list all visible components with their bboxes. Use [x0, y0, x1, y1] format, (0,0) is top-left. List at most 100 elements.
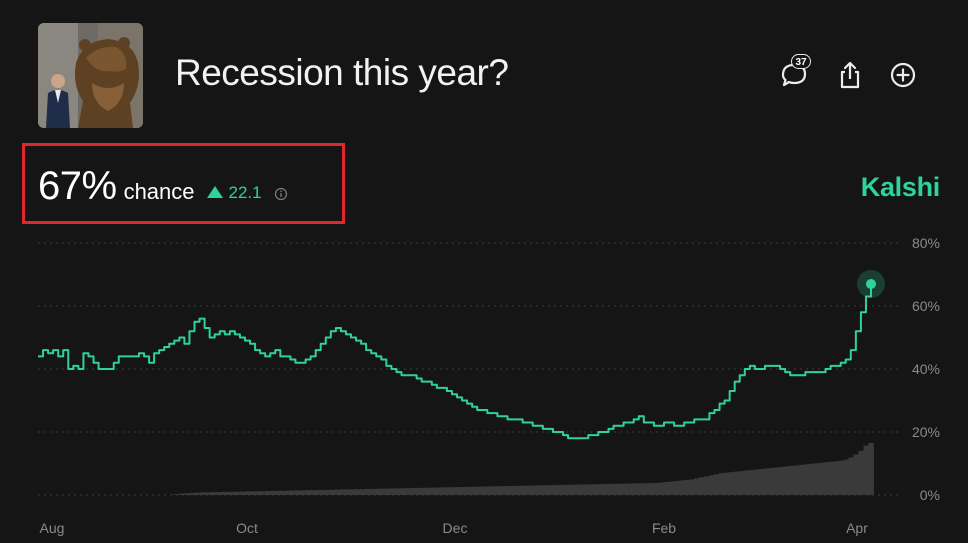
add-button[interactable]: [886, 58, 920, 92]
comments-button[interactable]: 37: [777, 54, 811, 92]
volume-bar: [404, 488, 411, 495]
volume-bar: [713, 474, 720, 495]
probability-line: [38, 283, 872, 440]
volume-bar: [753, 469, 760, 495]
volume-bar: [444, 487, 450, 495]
volume-bar: [808, 463, 815, 495]
probability-summary: 67% chance 22.1: [38, 164, 288, 209]
share-button[interactable]: [833, 58, 867, 92]
volume-bar: [524, 485, 530, 495]
volume-bar: [758, 469, 765, 495]
volume-bar: [454, 487, 460, 495]
volume-bar: [549, 485, 555, 495]
volume-bar: [539, 485, 545, 495]
volume-bar: [240, 491, 246, 495]
volume-bar: [439, 487, 445, 495]
volume-bar: [579, 484, 585, 495]
volume-bar: [668, 481, 675, 495]
y-tick-label: 40%: [912, 361, 940, 377]
volume-bar: [838, 460, 844, 495]
volume-bar: [803, 464, 810, 495]
y-tick-label: 20%: [912, 424, 940, 440]
x-tick-label: Apr: [846, 520, 868, 536]
volume-bar: [609, 483, 615, 495]
volume-bar: [554, 485, 560, 495]
volume-bar: [289, 490, 296, 495]
volume-bar: [259, 491, 266, 495]
volume-bar: [519, 485, 525, 495]
volume-bar: [778, 466, 785, 495]
volume-bar: [474, 486, 480, 495]
volume-bar: [529, 485, 535, 495]
probability-change: 22.1: [206, 183, 262, 203]
volume-bar: [309, 490, 316, 495]
volume-bar: [798, 464, 805, 495]
volume-bar: [629, 483, 635, 495]
volume-bar: [489, 486, 495, 495]
volume-bar: [848, 457, 854, 495]
volume-bar: [723, 472, 730, 495]
x-tick-label: Oct: [236, 520, 258, 536]
volume-bar: [274, 490, 281, 495]
volume-bar: [434, 487, 440, 495]
bear-statue-image: [38, 23, 143, 128]
volume-bar: [190, 492, 196, 495]
volume-bar: [544, 485, 550, 495]
x-tick-label: Aug: [40, 520, 65, 536]
volume-bar: [429, 487, 435, 495]
volume-bar: [220, 491, 226, 495]
volume-bar: [738, 471, 745, 495]
volume-bar: [294, 490, 301, 495]
volume-bar: [639, 483, 645, 495]
volume-bar: [763, 468, 770, 495]
volume-bar: [619, 483, 625, 495]
volume-bar: [304, 490, 311, 495]
volume-bar: [215, 492, 221, 495]
volume-bar: [718, 473, 725, 495]
highlight-annotation-box: [22, 143, 345, 224]
volume-bar: [828, 461, 834, 495]
volume-bar: [269, 490, 276, 495]
volume-bar: [349, 489, 356, 495]
share-icon: [840, 61, 860, 89]
comment-count-badge: 37: [791, 54, 811, 69]
volume-bar: [703, 476, 710, 495]
chart-grid: [38, 242, 898, 496]
volume-bars: [170, 443, 874, 495]
volume-bar: [534, 485, 540, 495]
volume-bar: [389, 488, 396, 495]
volume-bar: [678, 480, 685, 495]
y-tick-label: 60%: [912, 298, 940, 314]
info-icon[interactable]: [274, 187, 288, 201]
volume-bar: [175, 493, 181, 495]
brand-logo: Kalshi: [860, 172, 941, 202]
volume-bar: [813, 463, 820, 495]
volume-bar: [673, 480, 680, 495]
volume-bar: [464, 486, 470, 495]
volume-bar: [594, 484, 600, 495]
volume-bar: [459, 486, 465, 495]
volume-bar: [469, 486, 475, 495]
volume-bar: [344, 489, 351, 495]
change-value: 22.1: [228, 183, 262, 202]
volume-bar: [225, 491, 231, 495]
volume-bar: [384, 488, 391, 495]
volume-bar: [424, 487, 430, 495]
current-point-marker[interactable]: [866, 278, 876, 289]
probability-value: 67%: [38, 164, 117, 208]
volume-bar: [279, 490, 286, 495]
volume-bar: [823, 462, 830, 495]
volume-bar: [693, 478, 700, 495]
volume-bar: [559, 484, 565, 495]
up-arrow-icon: [206, 186, 223, 198]
volume-bar: [584, 484, 590, 495]
volume-bar: [449, 487, 455, 495]
volume-bar: [644, 483, 650, 495]
volume-bar: [329, 489, 336, 495]
volume-bar: [414, 487, 420, 495]
volume-bar: [728, 472, 735, 495]
volume-bar: [334, 489, 341, 495]
volume-bar: [748, 470, 755, 495]
volume-bar: [359, 489, 366, 495]
volume-bar: [853, 454, 859, 495]
